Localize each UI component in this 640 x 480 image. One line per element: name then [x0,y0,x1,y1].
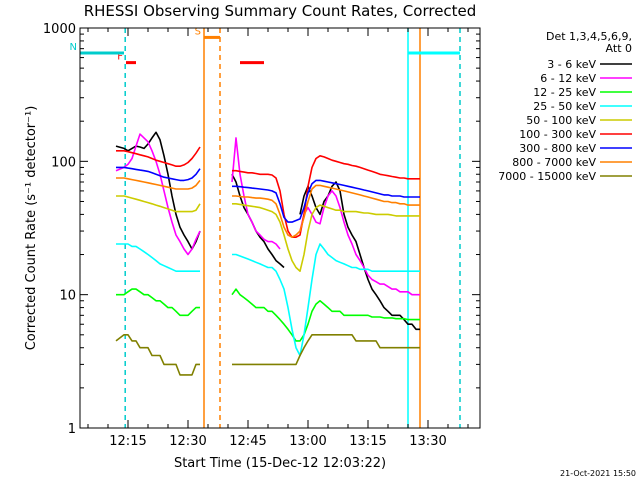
legend-label-7: 800 - 7000 keV [512,156,596,169]
plot-area: F N S [70,26,461,428]
legend-label-2: 12 - 25 keV [533,86,596,99]
legend-label-8: 7000 - 15000 keV [498,170,596,183]
timestamp-footer: 21-Oct-2021 15:50 [560,469,636,478]
legend-label-4: 50 - 100 keV [526,114,596,127]
x-tick-label-0: 12:15 [109,434,146,449]
legend-label-5: 100 - 300 keV [519,128,596,141]
x-tick-label-3: 13:00 [289,434,326,449]
legend-label-6: 300 - 800 keV [519,142,596,155]
x-tick-label-5: 13:30 [409,434,446,449]
y-tick-label-3: 1000 [43,22,76,37]
chart-title: RHESSI Observing Summary Count Rates, Co… [84,2,477,20]
series-line-4 [116,195,420,272]
plot-frame [79,27,481,429]
legend-title-line-1: Det 1,3,4,5,6,9, [546,30,632,43]
legend-label-1: 6 - 12 keV [540,72,596,85]
x-tick-label-2: 12:45 [229,434,266,449]
series-line-6 [116,166,420,223]
y-tick-label-1: 10 [59,289,76,304]
y-tick-label-2: 100 [51,155,76,170]
series-line-1 [115,133,420,296]
x-tick-label-1: 12:30 [169,434,206,449]
series-line-8 [115,334,420,376]
series-line-7 [116,177,420,238]
series-line-2 [116,288,420,342]
legend-label-0: 3 - 6 keV [547,58,596,71]
axes: 1 10 100 1000 12:15 12:30 12:45 13:00 13:15 13:30 [43,22,481,449]
y-tick-label-0: 1 [68,422,76,437]
legend-label-3: 25 - 50 keV [533,100,596,113]
annotation-label-0: F [117,52,123,63]
legend-title-line-2: Att 0 [606,42,632,55]
series-line-3 [116,243,420,357]
x-tick-label-4: 13:15 [349,434,386,449]
annotation-label-1: N [70,42,77,53]
series-line-5 [116,146,420,238]
y-axis-label: Corrected Count Rate (s⁻¹ detector⁻¹) [24,106,39,351]
x-axis-label: Start Time (15-Dec-12 12:03:22) [174,456,386,471]
annotation-label-2: S [195,26,201,37]
